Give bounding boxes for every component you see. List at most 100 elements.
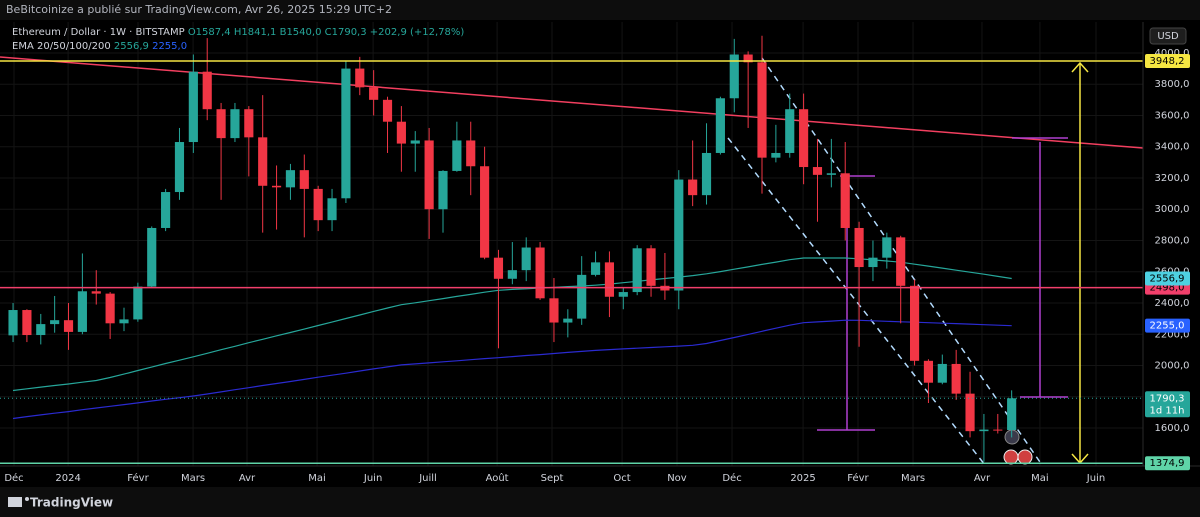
top-bar [0, 0, 1200, 20]
candle-body [8, 310, 18, 336]
candle-body [271, 185, 282, 188]
candle-body [882, 237, 892, 258]
header: BeBitcoinize a publié sur TradingView.co… [6, 3, 392, 16]
candle-body [937, 363, 947, 383]
candle-body [174, 142, 185, 193]
candle-body [535, 247, 545, 299]
ema-tag [1145, 271, 1190, 286]
x-tick-label: Nov [667, 473, 687, 484]
candle-body [674, 179, 684, 291]
candle-body [729, 54, 739, 99]
candle-body [313, 188, 323, 221]
candle-body [507, 270, 517, 279]
x-tick-label: Mai [308, 473, 326, 484]
legend-indicator: EMA 20/50/100/200 2556,9 2255,0 [12, 41, 187, 52]
x-tick-label: Juin [363, 473, 382, 484]
candle-body [618, 292, 628, 297]
candle-body [63, 320, 74, 332]
candle-body [396, 121, 406, 144]
price-tag-label: 3948,2 [1150, 56, 1185, 67]
candle-body [452, 140, 462, 171]
candle-body [36, 324, 46, 336]
legend: Ethereum / Dollar · 1W · BITSTAMP O1587,… [12, 27, 464, 38]
candle-body [965, 393, 975, 432]
candle-body [701, 152, 712, 196]
bottom-bar [0, 487, 1200, 517]
candle-body [133, 286, 143, 320]
candle-body [50, 320, 60, 325]
candle-body [771, 152, 781, 158]
y-tick-label: 2200,0 [1155, 329, 1190, 340]
candle-body [785, 109, 795, 153]
axis: 1600,01800,02000,02200,02400,02600,02800… [4, 48, 1190, 484]
candle-body [493, 257, 504, 279]
candle-body [480, 166, 490, 258]
tv-logo [8, 497, 29, 507]
candle-body [563, 318, 573, 323]
candle-body [521, 247, 531, 271]
candle-body [896, 237, 906, 286]
candle-body [202, 71, 212, 110]
x-tick-label: Août [486, 472, 509, 484]
candle-body [590, 262, 601, 275]
price-tag-label: 1374,9 [1150, 458, 1185, 469]
x-tick-label: Juin [1086, 473, 1105, 484]
ema-tag-label: 2556,9 [1150, 273, 1185, 284]
price-tag [1145, 54, 1190, 69]
candle-body [216, 109, 226, 139]
countdown: 1d 11h [1150, 405, 1185, 416]
y-tick-label: 2000,0 [1155, 361, 1190, 372]
candle-body [549, 298, 559, 323]
x-tick-label: Déc [722, 472, 741, 484]
last-price-tag [1145, 391, 1190, 418]
x-tick-label: Avr [974, 473, 991, 484]
currency: USD [1157, 31, 1179, 42]
x-tick-label: Févr [127, 472, 149, 484]
y-tick-label: 1600,0 [1155, 423, 1190, 434]
y-tick-label: 3600,0 [1155, 110, 1190, 121]
y-tick-label: 3200,0 [1155, 173, 1190, 184]
price-tag-label: 2498,0 [1150, 283, 1185, 294]
x-tick-label: 2024 [55, 473, 80, 484]
y-tick-label: 3000,0 [1155, 204, 1190, 215]
candle-body [909, 285, 920, 361]
candle-body [868, 257, 878, 268]
candle-body [854, 227, 864, 268]
candle-body [826, 173, 836, 175]
candle-body [369, 87, 379, 100]
legend-high: H1841,1 [234, 27, 277, 38]
y-tick-label: 2400,0 [1155, 298, 1190, 309]
candle-body [743, 54, 753, 63]
ema-line [12, 319, 1012, 420]
candle-body [799, 109, 809, 168]
candle-body [757, 62, 767, 158]
indicator-value: 2556,9 [114, 41, 149, 52]
channel-line [727, 137, 986, 466]
price-tag [1145, 456, 1190, 471]
candle-body [22, 310, 32, 336]
footer: TradingView [30, 496, 113, 510]
candle-body [646, 248, 656, 286]
candle-body [244, 109, 254, 138]
candle-body [923, 360, 934, 383]
candle-body [105, 293, 115, 324]
plot [0, 35, 1143, 464]
legend-change: +202,9 (+12,78%) [370, 27, 465, 38]
candle-body [979, 429, 989, 432]
candle-body [230, 109, 240, 139]
candle-body [688, 179, 698, 196]
x-tick-label: Juill [418, 473, 437, 484]
candle-body [147, 227, 157, 287]
candle-body [424, 140, 434, 210]
y-tick-label: 2800,0 [1155, 235, 1190, 246]
x-tick-label: Mai [1031, 473, 1049, 484]
candle-body [604, 262, 615, 297]
candle-body [812, 167, 823, 175]
indicator-name: EMA 20/50/100/200 [12, 41, 111, 52]
candle-body [355, 68, 365, 88]
candle-body [327, 198, 337, 221]
x-tick-label: Oct [613, 473, 630, 484]
